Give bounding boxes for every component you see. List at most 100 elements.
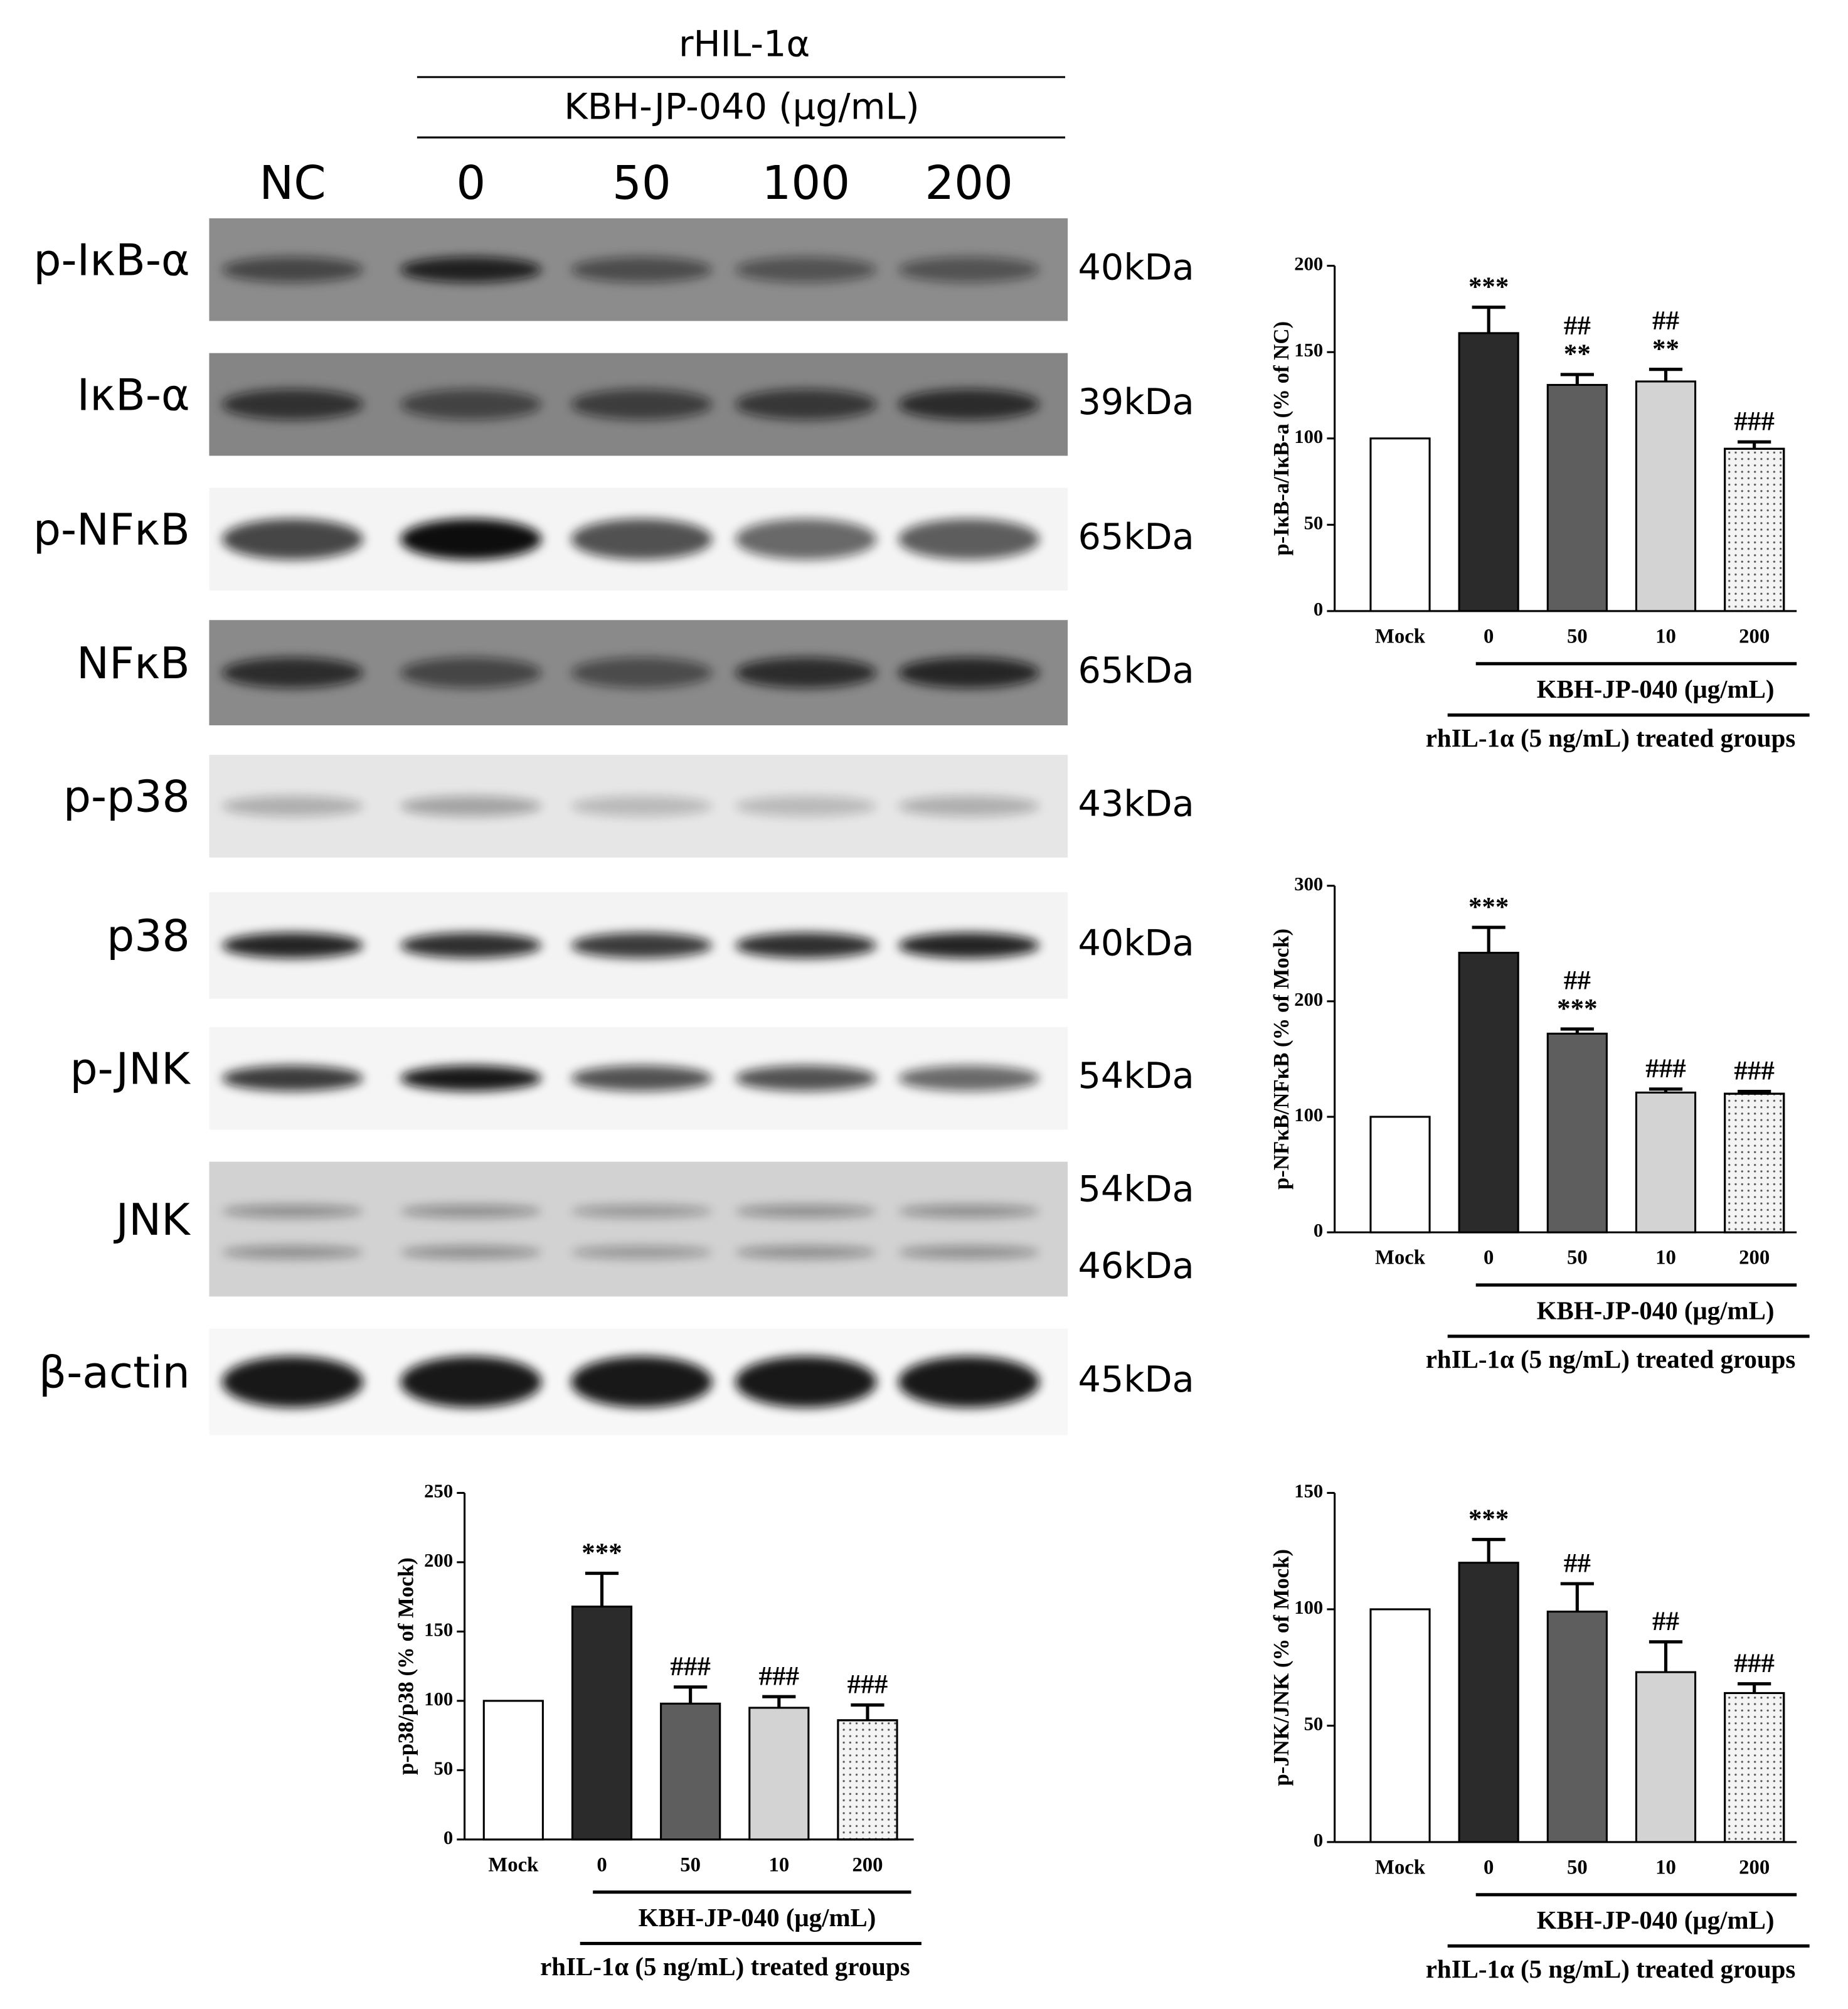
kda-label: 46kDa [1078,1245,1194,1287]
kda-label: 54kDa [1078,1168,1194,1210]
protein-label: p38 [107,911,190,962]
band [735,1065,877,1092]
y-tick-label: 0 [443,1827,453,1848]
x-tick-label: 0 [597,1853,607,1876]
x-tick-label: 10 [768,1853,789,1876]
band [735,1245,877,1259]
group-label: KBH-JP-040 (μg/mL) [1537,675,1775,703]
x-tick-label: 200 [1739,625,1770,647]
band [898,932,1040,959]
bar-pattern [837,1719,898,1841]
kda-label: 40kDa [1078,922,1194,964]
y-tick-label: 0 [1314,1220,1323,1241]
band [898,1356,1040,1408]
band [571,1065,713,1092]
error-bar [1472,1538,1505,1563]
bar [482,1700,544,1841]
protein-label: p-JNK [70,1043,192,1094]
protein-label: p-p38 [63,772,190,823]
band [400,257,542,283]
lane-label: 50 [612,157,671,210]
band [221,1356,363,1408]
bar [1458,1562,1519,1843]
bar [1369,1116,1431,1234]
band [898,518,1040,560]
band [898,1205,1040,1218]
band [400,657,542,688]
group-label: KBH-JP-040 (μg/mL) [1537,1296,1775,1324]
band [735,257,877,283]
band [400,1245,542,1259]
error-bar [1649,1087,1683,1093]
x-tick-label: 0 [1484,625,1494,647]
y-tick-label: 50 [434,1757,454,1779]
treatment-label: rhIL-1α (5 ng/mL) treated groups [1426,724,1795,752]
band [400,1065,542,1092]
kda-label: 54kDa [1078,1055,1194,1097]
significance-label: ## [1564,311,1591,341]
treatment-label: rHIL-1α [679,23,810,65]
error-bar [674,1685,708,1704]
band [221,518,363,560]
band [221,796,363,817]
x-tick-label: 200 [1739,1247,1770,1269]
error-bar [1738,440,1771,449]
band [898,257,1040,283]
y-tick-label: 0 [1314,1830,1323,1851]
y-tick-label: 50 [1304,512,1324,533]
significance-label: ## [1564,966,1591,995]
band [735,796,877,817]
protein-label: p-IκB-α [33,235,189,286]
protein-label: JNK [114,1195,192,1245]
error-bar [585,1572,619,1607]
band [735,1205,877,1218]
bar [1546,1032,1608,1234]
error-bar [1738,1089,1771,1094]
band [400,796,542,817]
x-tick-label: Mock [488,1853,539,1876]
bar-pattern [1724,1692,1785,1843]
x-tick-label: 200 [1739,1856,1770,1878]
y-axis-label: p-JNK/JNK (% of Mock) [1269,1549,1293,1786]
band [400,1356,542,1408]
bar [1635,1671,1697,1843]
band [400,932,542,959]
error-bar [1560,373,1594,385]
significance-label: ## [1652,1607,1679,1636]
error-bar [851,1703,884,1720]
y-tick-label: 300 [1294,873,1323,895]
band [400,1205,542,1218]
band [735,657,877,688]
treatment-label: rhIL-1α (5 ng/mL) treated groups [1426,1955,1795,1983]
group-label: KBH-JP-040 (μg/mL) [639,1904,876,1932]
error-bar [1472,925,1505,953]
band [571,932,713,959]
protein-label: β-actin [39,1347,190,1398]
significance-label: ## [1564,1548,1591,1578]
x-tick-label: Mock [1375,625,1426,647]
bar [1458,332,1519,612]
western-blot: rHIL-1α KBH-JP-040 (μg/mL) NC 0 50 100 200 p-… [33,23,1194,1436]
x-tick-label: 10 [1655,625,1676,647]
kda-label: 39kDa [1078,381,1194,423]
band [571,657,713,688]
treatment-label: rhIL-1α (5 ng/mL) treated groups [1426,1345,1795,1373]
band [221,389,363,420]
group-label: KBH-JP-040 (μg/mL) [1537,1906,1775,1934]
kda-label: 43kDa [1078,783,1194,825]
x-tick-label: 50 [1567,1856,1588,1878]
significance-label: *** [1557,994,1597,1023]
band [400,389,542,420]
lane-label: NC [259,157,326,210]
band [221,1245,363,1259]
significance-label: ** [1652,334,1679,364]
y-tick-label: 150 [424,1619,453,1640]
band [221,657,363,688]
significance-label: *** [581,1538,622,1568]
x-tick-label: 0 [1484,1247,1494,1269]
protein-label: NFκB [77,638,190,689]
error-bar [1560,1027,1594,1034]
compound-label: KBH-JP-040 (μg/mL) [564,86,920,128]
y-axis-label: p-NFκB/NFκB (% of Mock) [1269,929,1293,1190]
